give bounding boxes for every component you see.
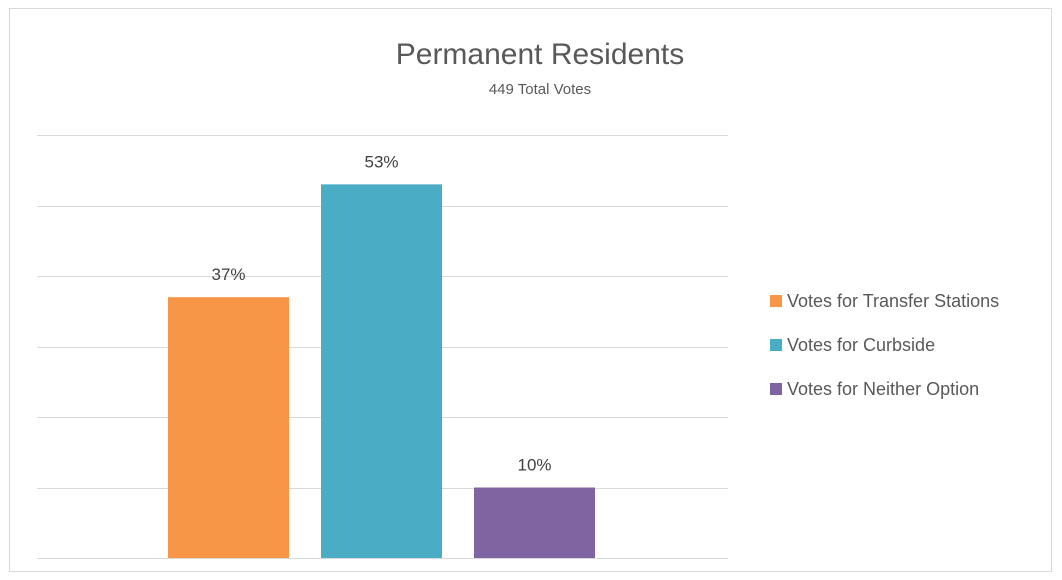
bar-neither-option xyxy=(474,487,595,558)
legend-label-neither-option: Votes for Neither Option xyxy=(787,379,979,399)
chart-subtitle: 449 Total Votes xyxy=(489,81,591,98)
data-labels: 37% 53% 10% xyxy=(211,152,551,474)
bars xyxy=(168,184,595,558)
data-label-neither-option: 10% xyxy=(517,456,551,475)
legend-swatch-neither-option xyxy=(770,383,782,395)
legend-label-transfer-stations: Votes for Transfer Stations xyxy=(787,291,999,311)
data-label-curbside: 53% xyxy=(364,152,398,171)
legend-swatch-transfer-stations xyxy=(770,295,782,307)
legend-swatch-curbside xyxy=(770,339,782,351)
data-label-transfer-stations: 37% xyxy=(211,265,245,284)
bar-transfer-stations xyxy=(168,297,289,558)
legend-label-curbside: Votes for Curbside xyxy=(787,335,935,355)
legend: Votes for Transfer Stations Votes for Cur… xyxy=(770,291,999,399)
chart-title: Permanent Residents xyxy=(396,38,685,71)
bar-curbside xyxy=(321,184,442,558)
